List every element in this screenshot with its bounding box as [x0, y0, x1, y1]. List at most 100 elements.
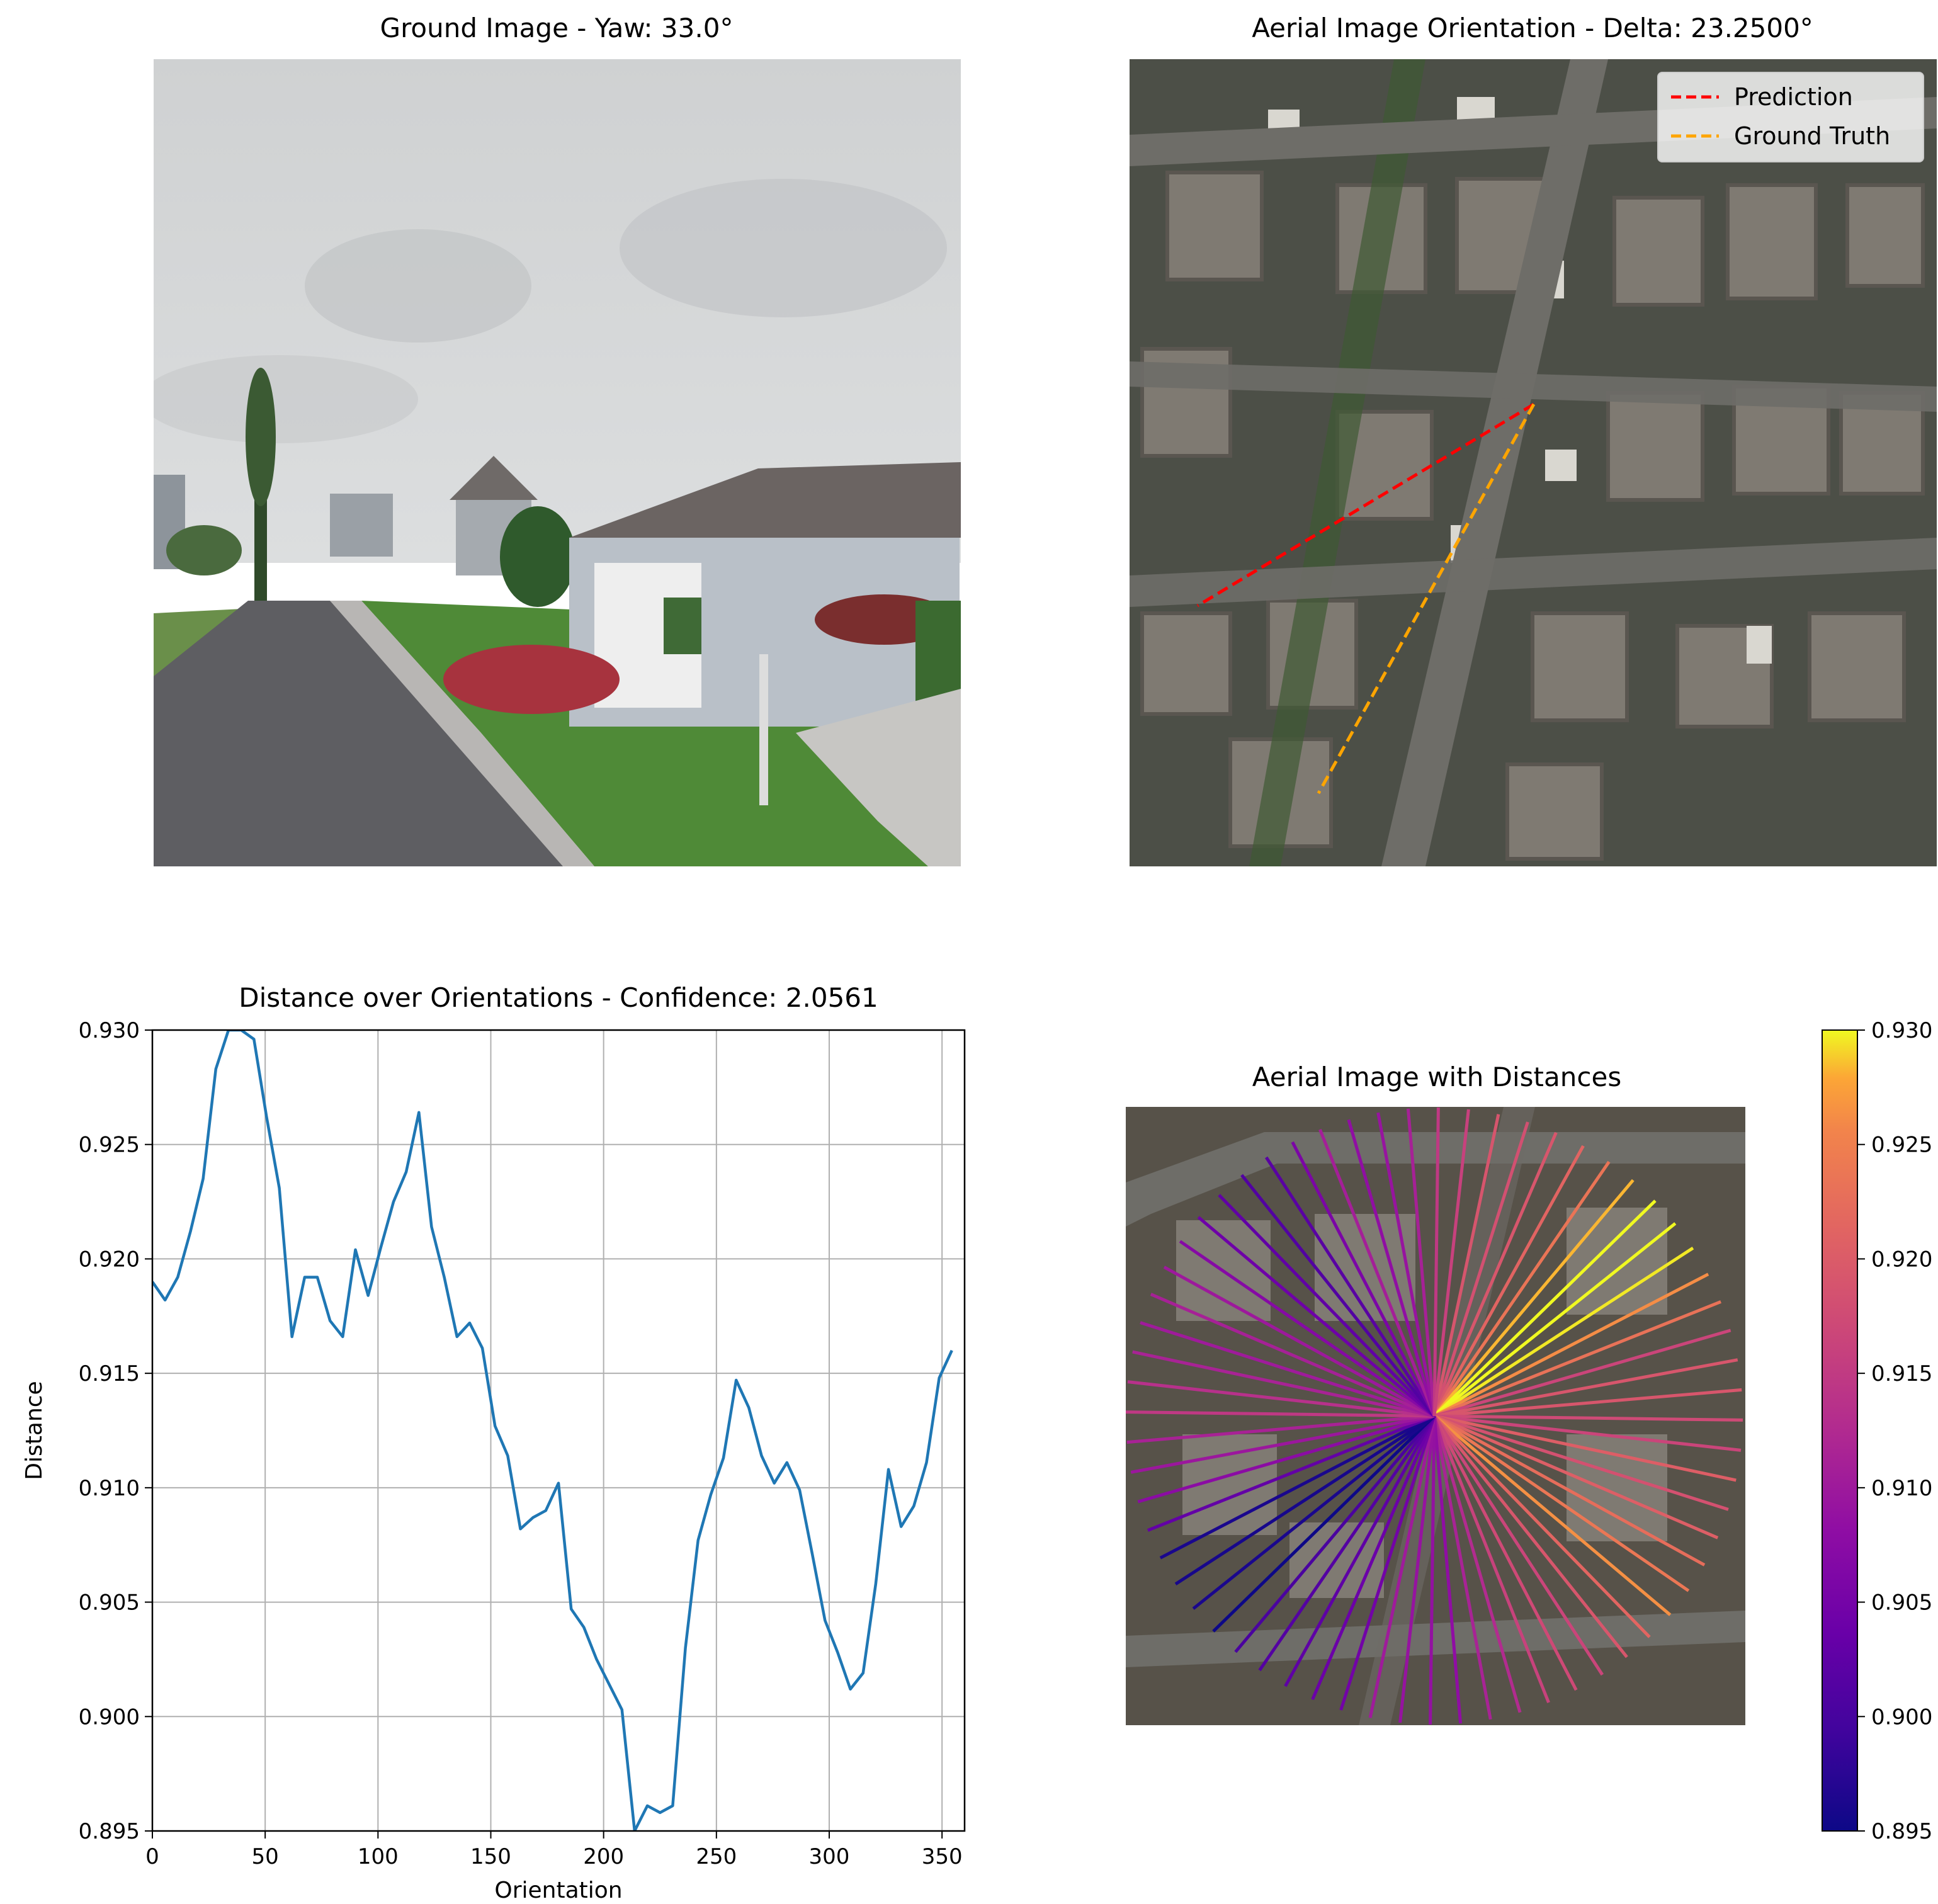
- radial-line: [1258, 1415, 1436, 1672]
- radial-line: [1434, 1414, 1729, 1511]
- distance-chart-title: Distance over Orientations - Confidence:…: [239, 982, 878, 1013]
- colorbar: 0.895 0.900 0.905 0.910 0.915 0.920 0.925 0.930: [1822, 1018, 1932, 1844]
- ground-truth-line: [1317, 403, 1536, 795]
- radial-line: [1126, 1414, 1435, 1444]
- y-tick-label: 0.920: [79, 1247, 140, 1272]
- radial-line: [1192, 1415, 1436, 1610]
- radial-line: [1434, 1358, 1738, 1418]
- orientation-legend: Prediction Ground Truth: [1657, 72, 1924, 162]
- radial-line: [1433, 1414, 1706, 1567]
- radial-line: [1433, 1415, 1628, 1658]
- radial-line: [1265, 1156, 1436, 1417]
- ground-image: [154, 59, 961, 866]
- aerial-orientation-image: Prediction Ground Truth: [1130, 59, 1937, 866]
- ground-truth-swatch: [1671, 134, 1719, 138]
- radial-line: [1432, 1415, 1550, 1704]
- radial-line: [1406, 1108, 1436, 1417]
- radial-distance-lines: [1125, 1107, 1743, 1725]
- radial-line: [1433, 1272, 1709, 1418]
- radial-line: [1174, 1414, 1436, 1585]
- x-axis-label: Orientation: [494, 1878, 622, 1903]
- y-tick-label: 0.915: [79, 1361, 140, 1386]
- radial-line: [1432, 1109, 1470, 1417]
- radial-line: [1127, 1380, 1435, 1418]
- aerial-orientation-title: Aerial Image Orientation - Delta: 23.250…: [1252, 13, 1813, 43]
- colorbar-tick-label: 0.930: [1871, 1018, 1932, 1043]
- legend-label-prediction: Prediction: [1734, 83, 1853, 111]
- radial-line: [1347, 1119, 1436, 1417]
- radial-line: [1434, 1414, 1743, 1422]
- radial-line: [1432, 1107, 1440, 1417]
- radial-line: [1291, 1141, 1436, 1417]
- x-tick-label: 250: [696, 1844, 737, 1869]
- chart-axes: 0 50 100 150 200 250 300 350 0.895 0.900 0.905 0.91…: [21, 1018, 966, 1903]
- radial-line: [1159, 1414, 1436, 1560]
- radial-line: [1433, 1247, 1694, 1418]
- radial-line: [1432, 1114, 1500, 1417]
- x-tick-label: 300: [809, 1844, 850, 1869]
- colorbar-tick-label: 0.900: [1871, 1704, 1932, 1730]
- colorbar-gradient: [1822, 1029, 1858, 1832]
- radial-line: [1234, 1415, 1436, 1653]
- y-tick-label: 0.905: [79, 1590, 140, 1616]
- radial-line: [1432, 1121, 1529, 1417]
- colorbar-tick-label: 0.920: [1871, 1247, 1932, 1272]
- radial-line: [1197, 1216, 1436, 1417]
- radial-line: [1318, 1128, 1436, 1417]
- colorbar-tick-label: 0.895: [1871, 1819, 1932, 1844]
- radial-line: [1212, 1415, 1436, 1633]
- radial-line: [1311, 1415, 1436, 1701]
- radial-line: [1432, 1415, 1463, 1724]
- radial-line: [1433, 1179, 1635, 1417]
- radial-line: [1218, 1194, 1436, 1417]
- radial-line: [1368, 1415, 1436, 1718]
- x-tick-label: 350: [922, 1844, 963, 1869]
- colorbar-tick-label: 0.915: [1871, 1361, 1932, 1386]
- radial-line: [1432, 1415, 1604, 1676]
- radial-line: [1179, 1240, 1436, 1418]
- radial-line: [1376, 1112, 1436, 1417]
- radial-line: [1434, 1414, 1742, 1452]
- radial-line: [1137, 1414, 1435, 1504]
- x-tick-label: 100: [358, 1844, 399, 1869]
- y-tick-label: 0.930: [79, 1018, 140, 1043]
- radial-line: [1140, 1321, 1435, 1418]
- radial-line: [1433, 1415, 1672, 1616]
- legend-item-ground-truth: Ground Truth: [1670, 121, 1890, 151]
- radial-line: [1125, 1410, 1435, 1418]
- radial-line: [1339, 1415, 1436, 1711]
- y-tick-label: 0.900: [79, 1704, 140, 1730]
- prediction-swatch: [1671, 95, 1719, 99]
- radial-line: [1284, 1415, 1436, 1687]
- radial-line: [1432, 1131, 1558, 1417]
- aerial-distances-title: Aerial Image with Distances: [1252, 1062, 1622, 1092]
- radial-line: [1432, 1145, 1585, 1417]
- radial-line: [1432, 1415, 1492, 1720]
- radial-line: [1434, 1414, 1719, 1539]
- orientation-lines: [1196, 402, 1536, 795]
- radial-line: [1433, 1199, 1657, 1417]
- radial-line: [1433, 1415, 1651, 1638]
- radial-line: [1434, 1388, 1742, 1418]
- radial-line: [1398, 1415, 1436, 1723]
- radial-line: [1432, 1160, 1611, 1417]
- radial-line: [1433, 1414, 1690, 1592]
- legend-label-ground-truth: Ground Truth: [1734, 122, 1891, 150]
- radial-line: [1432, 1415, 1578, 1691]
- colorbar-tick-label: 0.925: [1871, 1133, 1932, 1158]
- distance-line-series: [152, 1030, 953, 1831]
- legend-item-prediction: Prediction: [1670, 82, 1853, 112]
- radial-line: [1163, 1266, 1436, 1418]
- radial-line: [1147, 1414, 1435, 1532]
- plot-frame: [151, 1029, 966, 1832]
- x-tick-label: 200: [583, 1844, 624, 1869]
- colorbar-tick-label: 0.905: [1871, 1590, 1932, 1616]
- y-axis-label: Distance: [21, 1381, 47, 1480]
- x-tick-label: 150: [470, 1844, 511, 1869]
- y-tick-label: 0.925: [79, 1133, 140, 1158]
- y-tick-label: 0.910: [79, 1476, 140, 1501]
- x-tick-label: 50: [252, 1844, 279, 1869]
- radial-line: [1434, 1414, 1737, 1482]
- y-tick-label: 0.895: [79, 1819, 140, 1844]
